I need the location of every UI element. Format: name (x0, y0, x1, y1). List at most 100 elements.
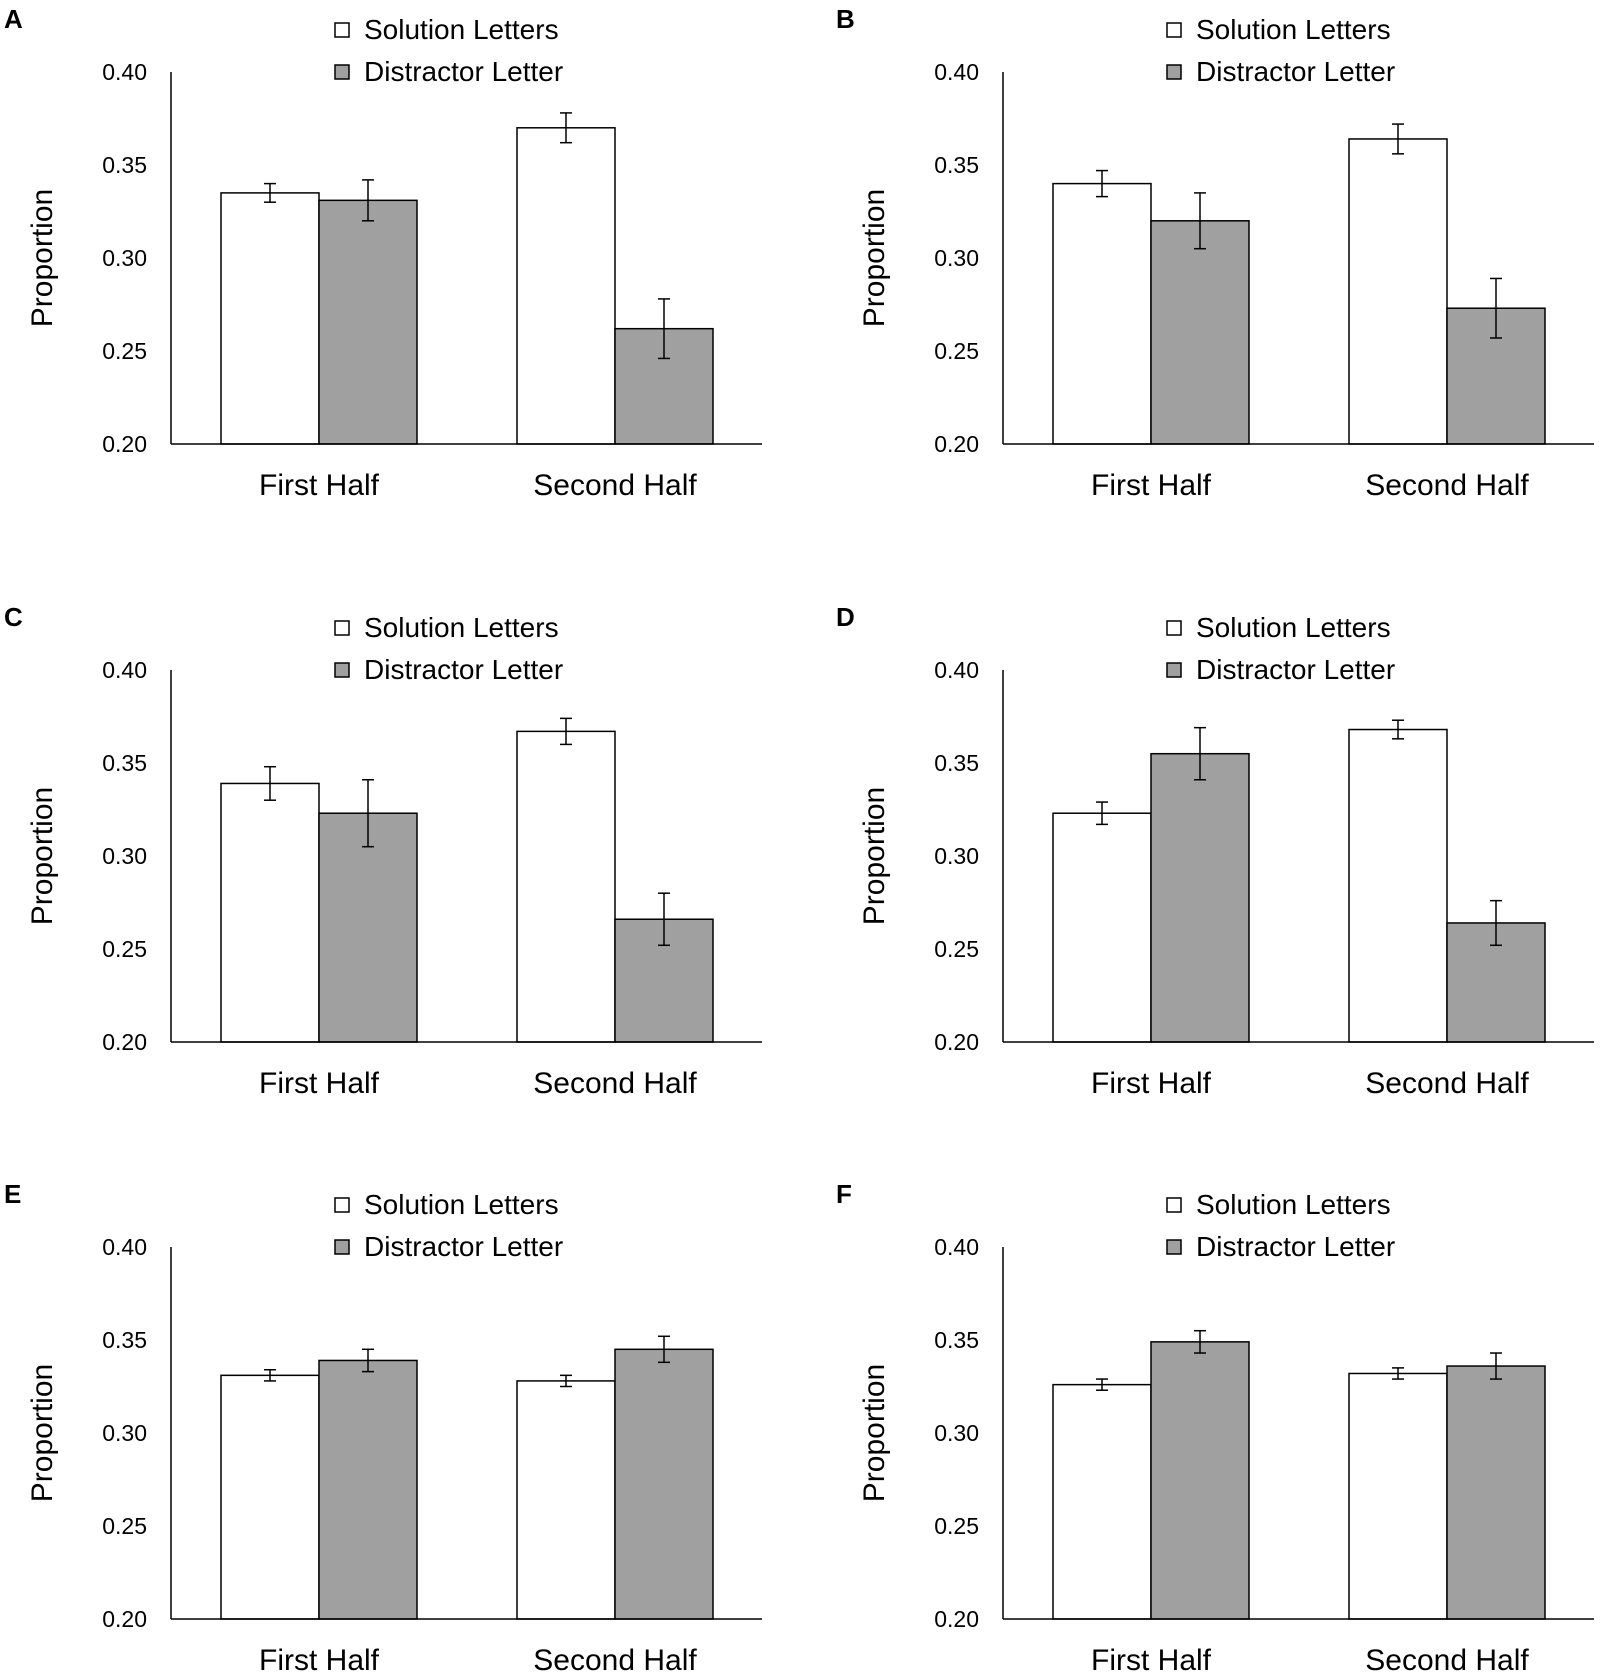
legend-label-solution: Solution Letters (364, 14, 559, 45)
bar-distractor-first-half (318, 199, 418, 445)
x-category-label: Second Half (1365, 469, 1529, 502)
panel-label: A (4, 4, 23, 34)
legend-label-distractor: Distractor Letter (364, 1231, 563, 1262)
y-tick-label: 0.40 (102, 657, 147, 683)
x-category-label: Second Half (533, 1644, 697, 1677)
y-tick-label: 0.35 (102, 750, 147, 776)
y-axis-label: Proportion (858, 787, 891, 925)
x-category-label: First Half (259, 1644, 380, 1677)
y-tick-label: 0.20 (934, 1606, 979, 1632)
bar-solution-second-half (1348, 728, 1448, 1043)
y-axis-label: Proportion (858, 189, 891, 327)
panel-d: D Solution Letters Distractor Letter Propor… (836, 602, 1594, 1100)
y-tick-label: 0.30 (102, 245, 147, 271)
legend-label-distractor: Distractor Letter (364, 654, 563, 685)
x-category-label: First Half (1091, 1067, 1212, 1100)
bar-solution-second-half (516, 127, 616, 445)
x-category-label: First Half (259, 1067, 380, 1100)
bar-solution-second-half (516, 730, 616, 1043)
x-category-label: Second Half (1365, 1644, 1529, 1677)
legend-swatch-solution (334, 620, 350, 636)
y-tick-label: 0.25 (102, 1513, 147, 1539)
legend-swatch-solution (1166, 1197, 1182, 1213)
bar-solution-second-half (1348, 1372, 1448, 1620)
y-tick-label: 0.35 (934, 750, 979, 776)
legend-label-distractor: Distractor Letter (1196, 1231, 1395, 1262)
y-tick-label: 0.20 (102, 1606, 147, 1632)
y-tick-label: 0.30 (934, 1420, 979, 1446)
bar-solution-first-half (220, 192, 320, 445)
y-tick-label: 0.40 (934, 657, 979, 683)
bar-solution-first-half (1052, 182, 1152, 445)
y-axis-label: Proportion (26, 1364, 59, 1502)
y-tick-label: 0.25 (934, 1513, 979, 1539)
bar-distractor-first-half (318, 1359, 418, 1620)
legend-swatch-distractor (1166, 64, 1182, 80)
panel-label: B (836, 4, 855, 34)
x-category-label: Second Half (533, 1067, 697, 1100)
y-tick-label: 0.30 (102, 843, 147, 869)
legend-swatch-solution (334, 1197, 350, 1213)
y-tick-label: 0.20 (934, 431, 979, 457)
y-tick-label: 0.25 (102, 936, 147, 962)
legend-swatch-distractor (334, 1239, 350, 1255)
y-axis-label: Proportion (26, 189, 59, 327)
bar-solution-first-half (220, 782, 320, 1043)
bar-solution-first-half (220, 1374, 320, 1620)
x-category-label: First Half (1091, 1644, 1212, 1677)
panel-a: A Solution Letters Distractor Letter Propor… (4, 4, 762, 502)
bar-solution-second-half (516, 1380, 616, 1620)
legend-label-solution: Solution Letters (364, 1189, 559, 1220)
panel-label: D (836, 602, 855, 632)
legend-label-distractor: Distractor Letter (1196, 56, 1395, 87)
y-tick-label: 0.25 (934, 936, 979, 962)
bar-solution-second-half (1348, 138, 1448, 445)
legend-label-solution: Solution Letters (1196, 612, 1391, 643)
x-category-label: First Half (259, 469, 380, 502)
x-category-label: Second Half (533, 469, 697, 502)
bar-distractor-first-half (1150, 220, 1250, 445)
legend-swatch-solution (334, 22, 350, 38)
legend-label-solution: Solution Letters (364, 612, 559, 643)
legend-label-distractor: Distractor Letter (364, 56, 563, 87)
bar-distractor-second-half (614, 1348, 714, 1620)
legend-swatch-solution (1166, 22, 1182, 38)
y-tick-label: 0.30 (934, 843, 979, 869)
bar-distractor-second-half (1446, 1365, 1546, 1620)
panel-label: C (4, 602, 23, 632)
panel-b: B Solution Letters Distractor Letter Propor… (836, 4, 1594, 502)
x-category-label: First Half (1091, 469, 1212, 502)
y-axis-label: Proportion (858, 1364, 891, 1502)
panel-e: E Solution Letters Distractor Letter Propor… (4, 1179, 762, 1677)
legend-swatch-distractor (334, 64, 350, 80)
bar-solution-first-half (1052, 812, 1152, 1043)
legend-swatch-distractor (334, 662, 350, 678)
y-tick-label: 0.40 (102, 59, 147, 85)
y-tick-label: 0.30 (102, 1420, 147, 1446)
bar-distractor-first-half (1150, 752, 1250, 1043)
legend-swatch-distractor (1166, 1239, 1182, 1255)
bar-distractor-first-half (318, 812, 418, 1043)
x-category-label: Second Half (1365, 1067, 1529, 1100)
y-tick-label: 0.20 (102, 431, 147, 457)
bar-distractor-first-half (1150, 1341, 1250, 1620)
y-tick-label: 0.25 (934, 338, 979, 364)
y-tick-label: 0.35 (102, 1327, 147, 1353)
y-tick-label: 0.30 (934, 245, 979, 271)
legend-label-solution: Solution Letters (1196, 1189, 1391, 1220)
panel-label: E (4, 1179, 21, 1209)
y-tick-label: 0.25 (102, 338, 147, 364)
y-tick-label: 0.35 (934, 1327, 979, 1353)
legend-label-distractor: Distractor Letter (1196, 654, 1395, 685)
y-axis-label: Proportion (26, 787, 59, 925)
y-tick-label: 0.40 (934, 1234, 979, 1260)
bar-solution-first-half (1052, 1383, 1152, 1620)
panel-label: F (836, 1179, 852, 1209)
y-tick-label: 0.35 (102, 152, 147, 178)
legend-swatch-solution (1166, 620, 1182, 636)
legend-swatch-distractor (1166, 662, 1182, 678)
y-tick-label: 0.40 (934, 59, 979, 85)
y-tick-label: 0.20 (934, 1029, 979, 1055)
legend-label-solution: Solution Letters (1196, 14, 1391, 45)
